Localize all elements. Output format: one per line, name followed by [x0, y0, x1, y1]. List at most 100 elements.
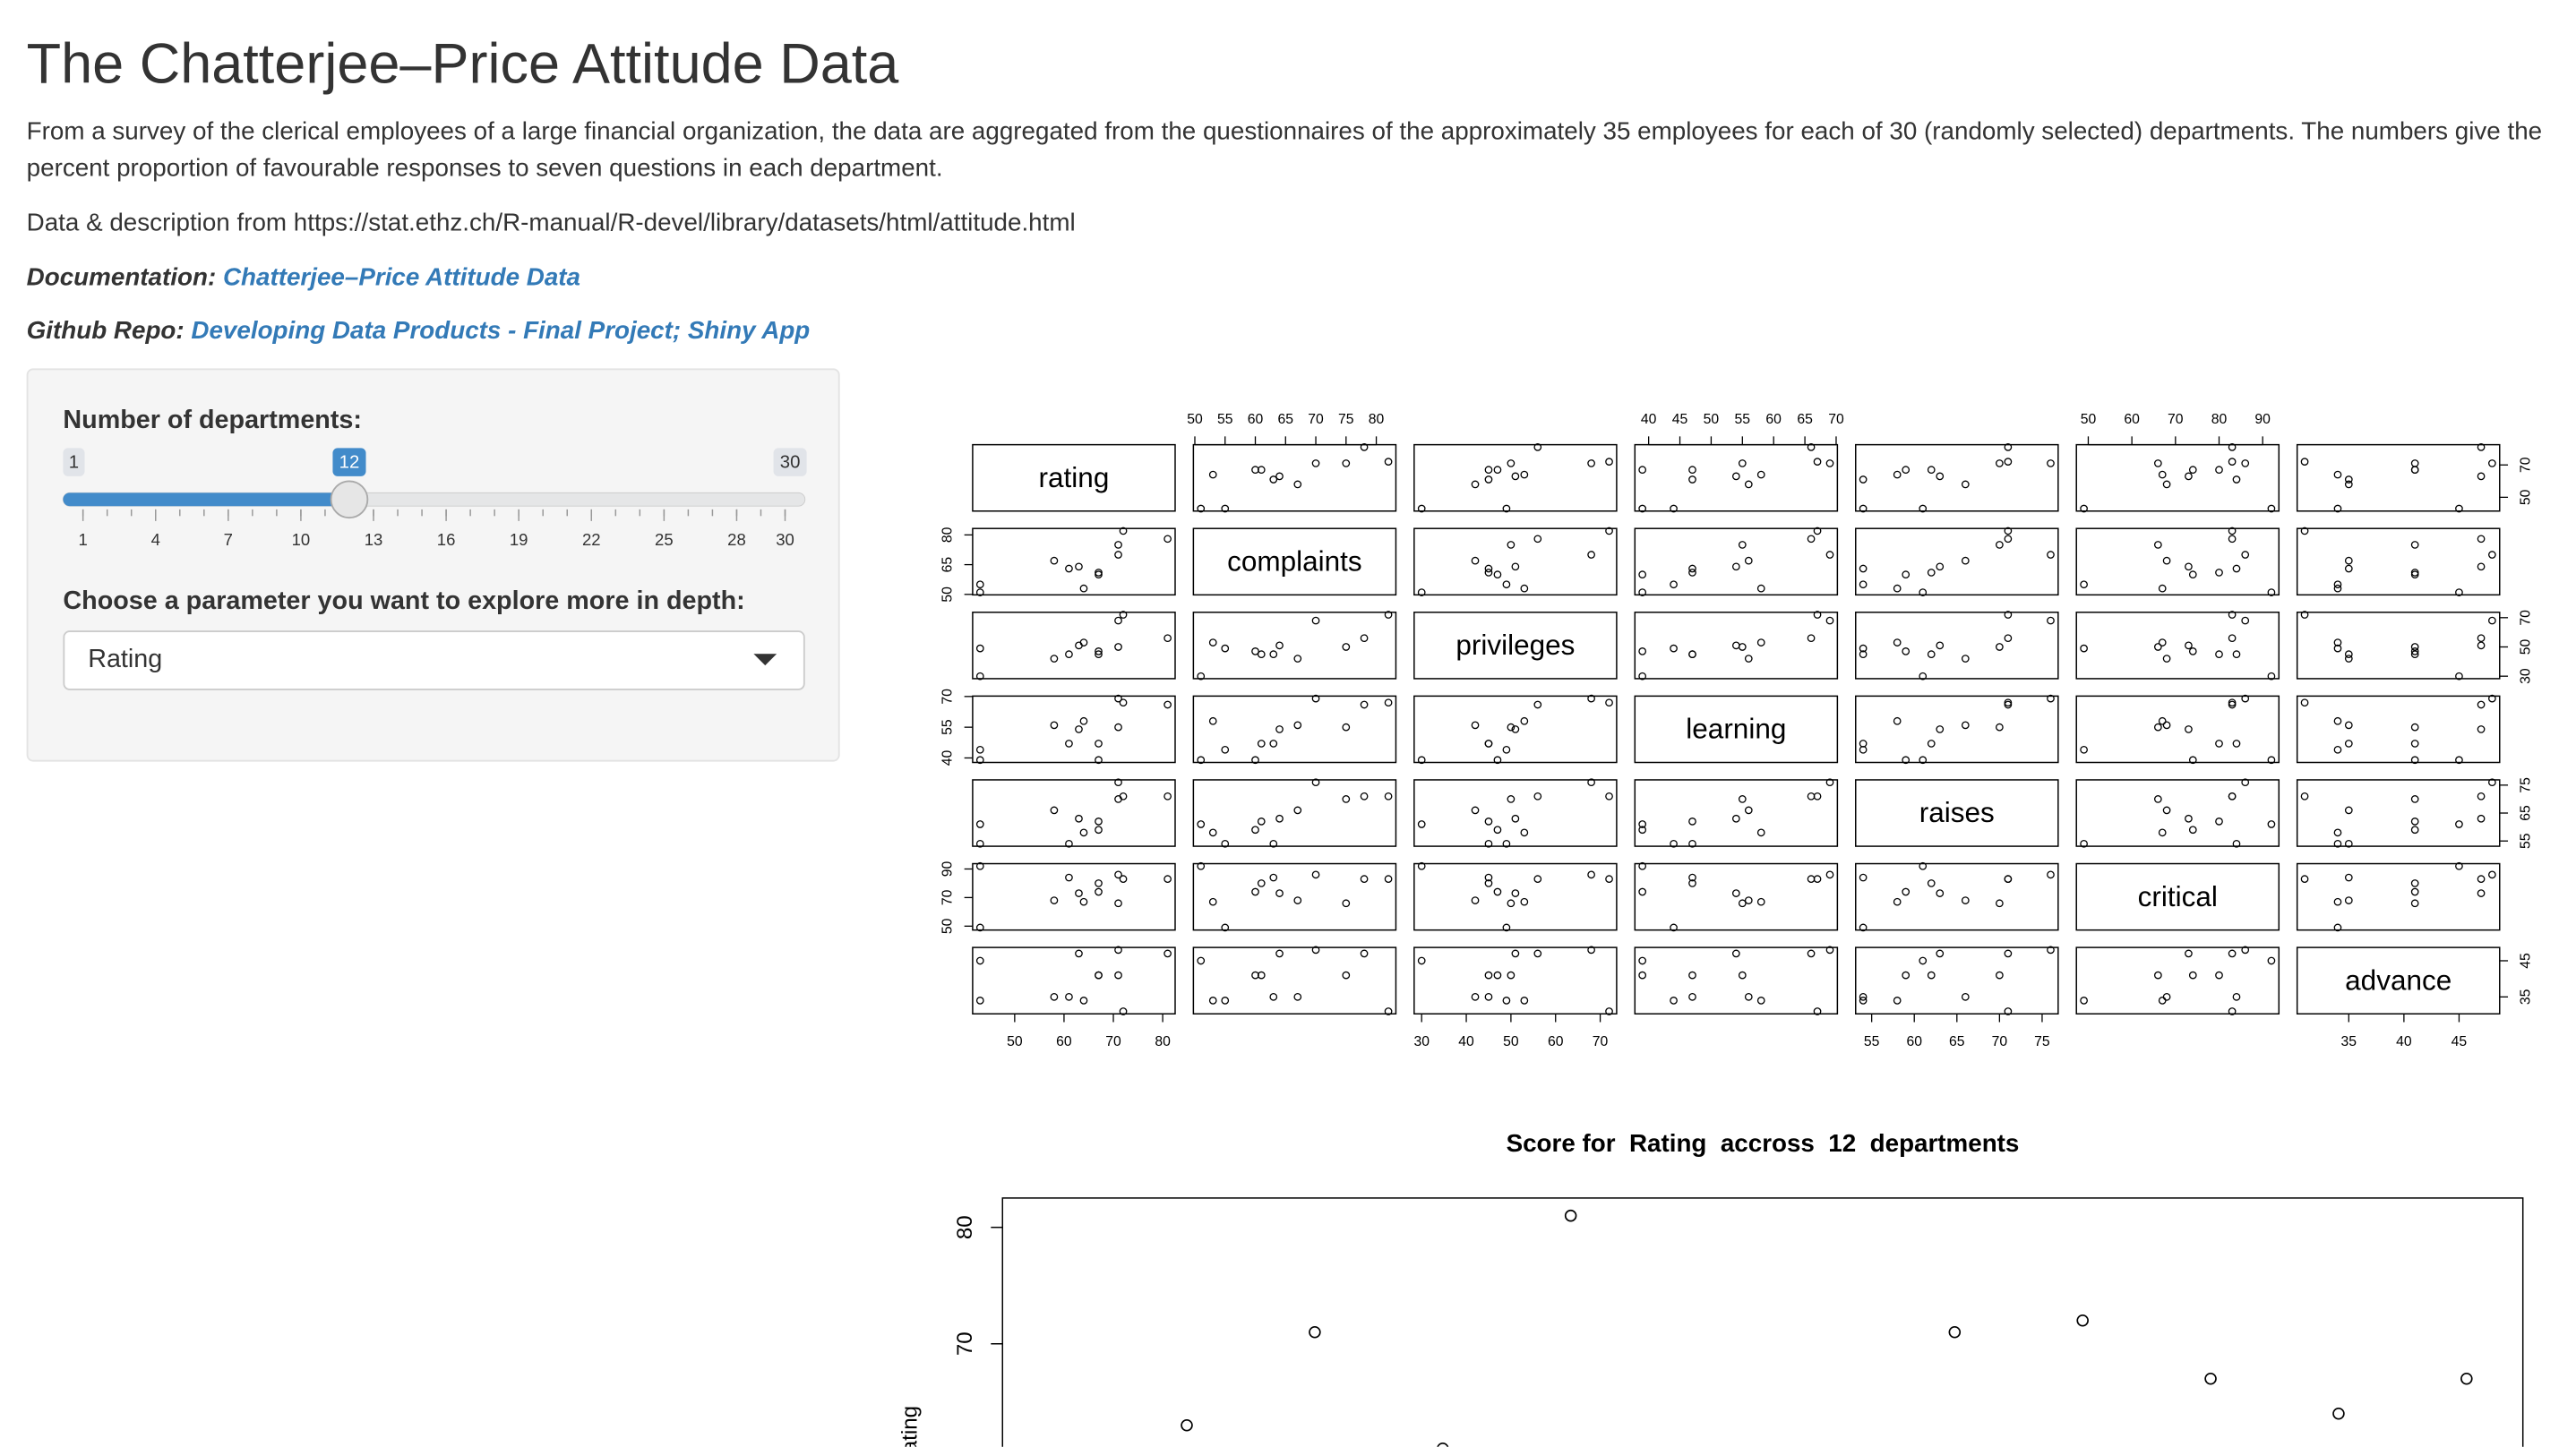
- point: [2410, 723, 2419, 732]
- point: [1493, 887, 1502, 896]
- point: [1961, 556, 1970, 565]
- point: [2410, 650, 2419, 659]
- panel: [2075, 862, 2280, 931]
- point: [1275, 641, 1284, 650]
- x-tick-label: 60: [1056, 1034, 1072, 1049]
- point: [1221, 504, 1230, 513]
- point: [1095, 570, 1103, 579]
- variable-label: advance: [2345, 963, 2451, 996]
- point: [1688, 466, 1696, 475]
- point: [2188, 826, 2197, 835]
- point: [2333, 745, 2342, 754]
- point: [1275, 472, 1284, 481]
- point: [975, 861, 984, 870]
- point: [2333, 584, 2342, 593]
- point: [1417, 756, 1426, 765]
- point: [1638, 956, 1647, 965]
- point: [1813, 875, 1822, 884]
- point: [1731, 641, 1740, 650]
- panel: [2075, 612, 2280, 680]
- x-tick-label: 70: [1593, 1034, 1609, 1049]
- point: [1936, 949, 1945, 958]
- x-tick-label: 60: [2124, 412, 2140, 427]
- point: [1520, 997, 1529, 1005]
- point: [1756, 638, 1765, 646]
- point: [1638, 826, 1647, 835]
- point: [2185, 949, 2193, 958]
- panel: [2296, 779, 2501, 847]
- panel: [1192, 946, 1397, 1015]
- point: [1961, 480, 1970, 489]
- x-tick-label: 40: [1458, 1034, 1474, 1049]
- point: [1471, 806, 1480, 815]
- point: [1670, 644, 1678, 653]
- point: [1050, 655, 1059, 663]
- panel: [1634, 443, 1839, 512]
- point: [2004, 700, 2013, 709]
- point: [2188, 971, 2197, 980]
- point: [1670, 580, 1678, 589]
- slider-fill: [63, 492, 349, 507]
- slider-tick-label: 1: [78, 530, 87, 549]
- point: [2153, 795, 2162, 803]
- y-tick-label: 70: [2519, 457, 2534, 473]
- point: [1507, 795, 1516, 803]
- point: [2158, 638, 2167, 646]
- point: [1257, 740, 1266, 748]
- point: [2158, 828, 2167, 837]
- x-tick-label: 30: [1413, 1034, 1430, 1049]
- variable-label: critical: [2138, 880, 2218, 912]
- y-tick-label: 45: [2519, 953, 2534, 969]
- x-tick-label: 50: [2081, 412, 2097, 427]
- point: [2162, 721, 2171, 730]
- point: [2477, 641, 2486, 650]
- point: [2300, 458, 2309, 466]
- documentation-link[interactable]: Chatterjee–Price Attitude Data: [222, 263, 581, 293]
- point: [2185, 562, 2193, 571]
- point: [1605, 792, 1613, 801]
- panel: [1192, 443, 1397, 512]
- point: [2228, 611, 2237, 619]
- point: [1293, 806, 1302, 815]
- point: [1731, 949, 1740, 958]
- parameter-select[interactable]: Rating: [63, 630, 805, 690]
- point: [1181, 1419, 1193, 1432]
- point: [1996, 971, 2004, 980]
- point: [2153, 541, 2162, 549]
- point: [1605, 458, 1613, 466]
- point: [2215, 740, 2223, 748]
- panel: [972, 695, 1176, 764]
- point: [2004, 458, 2013, 466]
- point: [1471, 992, 1480, 1001]
- point: [1859, 644, 1868, 653]
- slider-handle[interactable]: [330, 480, 369, 519]
- point: [1825, 551, 1834, 559]
- point: [1520, 716, 1529, 725]
- point: [2460, 1372, 2473, 1385]
- y-tick-label: 70: [940, 689, 955, 705]
- x-tick-label: 35: [2341, 1034, 2357, 1049]
- point: [2047, 616, 2055, 625]
- point: [1095, 887, 1103, 896]
- slider-tick-label: 30: [776, 530, 794, 549]
- panel: [972, 612, 1176, 680]
- repo-link[interactable]: Developing Data Products - Final Project…: [191, 316, 811, 346]
- point: [2241, 551, 2250, 559]
- point: [2215, 818, 2223, 826]
- variable-label: rating: [1039, 461, 1110, 493]
- point: [1744, 806, 1753, 815]
- point: [1738, 899, 1747, 908]
- point: [2344, 564, 2353, 573]
- point: [1961, 896, 1970, 904]
- point: [975, 997, 984, 1005]
- point: [1114, 870, 1122, 879]
- slider-max-box: [773, 448, 807, 476]
- point: [2344, 896, 2353, 904]
- x-tick-label: 75: [1338, 412, 1354, 427]
- point: [2488, 459, 2496, 467]
- point: [2410, 541, 2419, 549]
- point: [2344, 873, 2353, 882]
- point: [2188, 647, 2197, 655]
